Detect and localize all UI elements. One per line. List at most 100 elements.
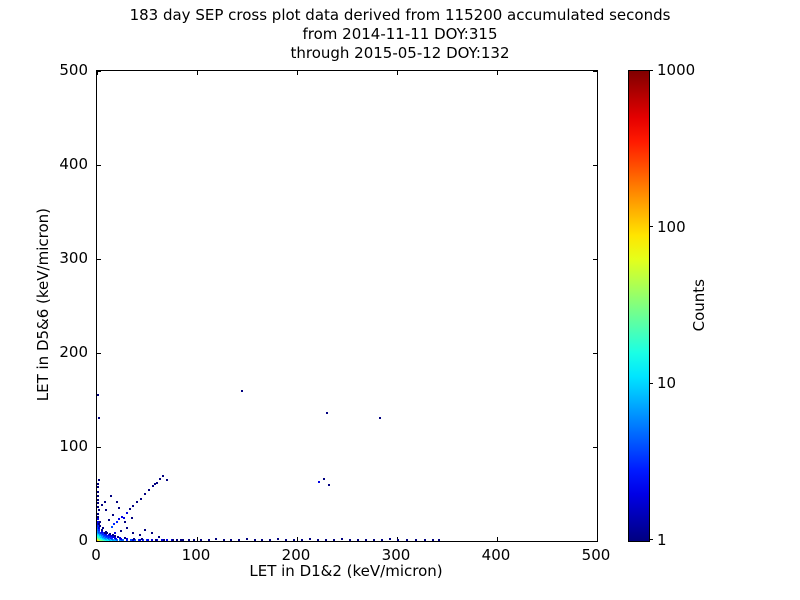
scatter-point xyxy=(112,536,114,539)
scatter-point xyxy=(102,532,104,535)
scatter-point xyxy=(261,539,263,541)
scatter-point xyxy=(109,539,111,541)
scatter-point xyxy=(131,516,133,519)
y-tick-mark xyxy=(97,540,101,542)
scatter-point xyxy=(105,538,107,541)
scatter-point xyxy=(105,508,107,511)
scatter-point xyxy=(158,536,160,539)
scatter-point xyxy=(141,538,143,541)
scatter-point xyxy=(101,504,103,507)
scatter-point xyxy=(110,494,112,497)
scatter-point xyxy=(223,539,225,541)
scatter-point xyxy=(114,537,116,540)
scatter-point xyxy=(97,524,99,527)
scatter-point xyxy=(97,512,99,515)
scatter-point xyxy=(118,507,120,510)
scatter-point xyxy=(373,539,375,541)
scatter-point xyxy=(98,416,100,419)
y-axis-label: LET in D5&6 (keV/micron) xyxy=(34,208,52,402)
scatter-point xyxy=(126,526,128,529)
scatter-point xyxy=(163,539,165,541)
colorbar xyxy=(628,70,650,542)
chart-title: 183 day SEP cross plot data derived from… xyxy=(0,6,800,63)
y-tick-mark xyxy=(593,164,597,166)
colorbar-label: Counts xyxy=(690,278,708,332)
scatter-point xyxy=(180,539,182,541)
scatter-point xyxy=(105,530,107,533)
scatter-point xyxy=(365,539,367,541)
scatter-point xyxy=(166,539,168,541)
x-tick-mark xyxy=(496,537,498,541)
x-tick-mark xyxy=(496,71,498,75)
scatter-point xyxy=(97,486,99,489)
colorbar-tick-mark xyxy=(649,538,653,540)
scatter-point xyxy=(144,528,146,531)
scatter-point xyxy=(113,523,115,526)
scatter-point xyxy=(161,539,163,541)
scatter-point xyxy=(147,539,149,541)
scatter-point xyxy=(110,537,112,540)
colorbar-tick-mark xyxy=(649,226,653,228)
scatter-point xyxy=(323,477,325,480)
colorbar-tick-mark xyxy=(649,382,653,384)
scatter-point xyxy=(120,529,122,532)
scatter-point xyxy=(162,475,164,478)
scatter-point xyxy=(119,537,121,540)
scatter-point xyxy=(269,539,271,541)
scatter-point xyxy=(208,539,210,541)
scatter-point xyxy=(144,493,146,495)
scatter-point xyxy=(97,515,99,518)
scatter-point xyxy=(97,394,99,397)
scatter-point xyxy=(241,389,243,392)
scatter-point xyxy=(116,500,118,503)
scatter-point xyxy=(99,524,101,527)
scatter-point xyxy=(108,536,110,539)
scatter-point xyxy=(126,511,128,514)
scatter-point xyxy=(166,478,168,481)
title-line-1: 183 day SEP cross plot data derived from… xyxy=(129,6,671,24)
scatter-point xyxy=(406,539,408,541)
scatter-point xyxy=(97,494,99,497)
colorbar-tick-mark xyxy=(649,69,653,71)
scatter-point xyxy=(176,539,178,541)
x-tick-mark xyxy=(396,71,398,75)
scatter-point xyxy=(424,539,426,541)
scatter-point xyxy=(102,526,104,529)
y-tick-mark xyxy=(97,164,101,166)
scatter-point xyxy=(98,528,100,531)
scatter-point xyxy=(333,539,335,541)
scatter-point xyxy=(112,513,114,516)
scatter-point xyxy=(130,539,132,541)
scatter-point xyxy=(97,502,99,505)
y-tick-mark xyxy=(593,446,597,448)
plot-area xyxy=(96,70,598,542)
x-tick-mark xyxy=(596,537,598,541)
x-tick-mark xyxy=(296,537,298,541)
scatter-point xyxy=(152,485,154,488)
scatter-point xyxy=(139,539,141,541)
colorbar-tick-label: 1 xyxy=(657,531,667,549)
y-tick-mark xyxy=(97,258,101,260)
scatter-point xyxy=(114,532,116,535)
scatter-point xyxy=(97,482,99,485)
colorbar-tick-label: 10 xyxy=(657,374,677,393)
y-axis-label-box: LET in D5&6 (keV/micron) xyxy=(32,70,54,540)
scatter-point xyxy=(116,539,118,541)
x-tick-label: 500 xyxy=(581,546,611,564)
scatter-point xyxy=(108,538,110,541)
scatter-point xyxy=(293,539,295,541)
scatter-point xyxy=(432,539,434,541)
colorbar-tick-label: 100 xyxy=(657,217,686,236)
x-axis-label: LET in D1&2 (keV/micron) xyxy=(249,562,443,580)
x-tick-mark xyxy=(596,71,598,75)
scatter-point xyxy=(97,518,99,521)
scatter-point xyxy=(118,518,120,521)
x-tick-label: 400 xyxy=(481,546,511,564)
scatter-point xyxy=(115,538,117,541)
scatter-point xyxy=(134,539,136,541)
scatter-point xyxy=(108,519,110,522)
scatter-point xyxy=(121,539,123,541)
scatter-point xyxy=(117,536,119,539)
scatter-point xyxy=(124,521,126,524)
scatter-point xyxy=(98,523,100,526)
